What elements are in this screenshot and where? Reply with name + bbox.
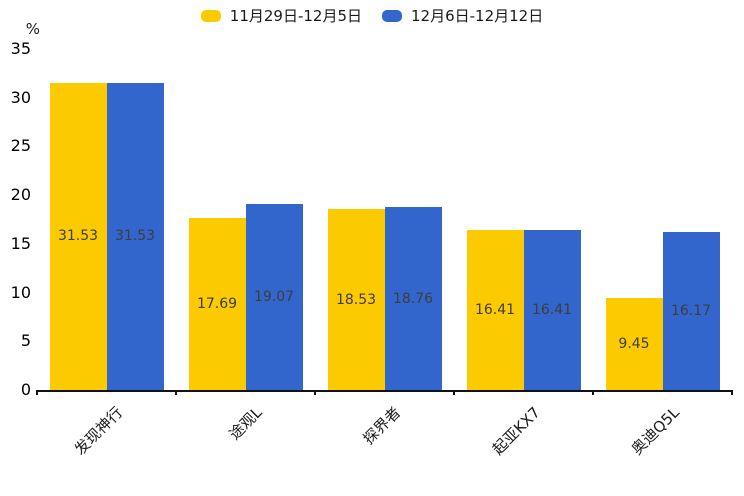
bar-value-label: 18.53	[335, 291, 377, 308]
bar-起亚KX7-series-1: 16.41	[523, 230, 581, 390]
legend-item-0: 11月29日-12月5日	[200, 6, 362, 26]
y-tick-label: 0	[20, 380, 31, 399]
x-axis-tick-mark	[175, 390, 177, 395]
y-tick-label: 25	[10, 136, 31, 156]
x-axis-tick-mark	[731, 390, 733, 395]
y-tick-label: 35	[10, 39, 31, 58]
bar-value-label: 19.07	[253, 289, 295, 306]
bar-value-label: 17.69	[196, 295, 238, 312]
bar-起亚KX7-series-0: 16.41	[466, 230, 524, 390]
bar-途观L-series-0: 17.69	[188, 217, 246, 390]
x-category-label-2: 探界者	[360, 403, 405, 448]
bar-探界者-series-1: 18.76	[384, 207, 442, 390]
bar-value-label: 31.53	[57, 228, 99, 245]
bar-奥迪Q5L-series-0: 9.45	[605, 297, 663, 390]
y-tick-label: 30	[10, 87, 31, 107]
bar-value-label: 9.45	[618, 335, 650, 352]
y-tick-label: 15	[10, 233, 31, 253]
bar-value-label: 18.76	[392, 290, 434, 307]
bar-value-label: 31.53	[114, 228, 156, 245]
x-axis-tick-mark	[314, 390, 316, 395]
bar-发现神行-series-0: 31.53	[49, 82, 107, 390]
x-axis-tick-mark	[453, 390, 455, 395]
x-category-label-0: 发现神行	[71, 403, 127, 459]
legend-label: 12月6日-12月12日	[411, 7, 544, 25]
x-category-label-3: 起亚KX7	[488, 403, 544, 459]
bar-value-label: 16.17	[670, 303, 712, 320]
bar-value-label: 16.41	[531, 302, 573, 319]
x-axis-tick-mark	[36, 390, 38, 395]
y-tick-label: 10	[10, 282, 31, 302]
chart-legend: 11月29日-12月5日 12月6日-12月12日	[0, 6, 744, 26]
x-axis-tick-mark	[592, 390, 594, 395]
legend-item-1: 12月6日-12月12日	[382, 6, 543, 26]
bar-value-label: 16.41	[474, 302, 516, 319]
y-axis-unit-label: %	[25, 20, 40, 38]
y-tick-label: 20	[10, 185, 31, 205]
bar-发现神行-series-1: 31.53	[106, 82, 164, 390]
x-category-label-1: 途观L	[225, 403, 266, 444]
legend-label: 11月29日-12月5日	[229, 7, 362, 25]
legend-swatch-icon	[200, 10, 221, 22]
bar-探界者-series-0: 18.53	[327, 209, 385, 390]
bar-途观L-series-1: 19.07	[245, 204, 303, 390]
legend-swatch-icon	[382, 10, 402, 22]
bar-奥迪Q5L-series-1: 16.17	[662, 232, 720, 390]
y-tick-label: 5	[20, 331, 31, 351]
x-category-label-4: 奥迪Q5L	[627, 403, 683, 459]
plot-area: 31.53 31.53 17.69 19.07 18.53 18.76 16.41 16.41…	[36, 49, 733, 395]
